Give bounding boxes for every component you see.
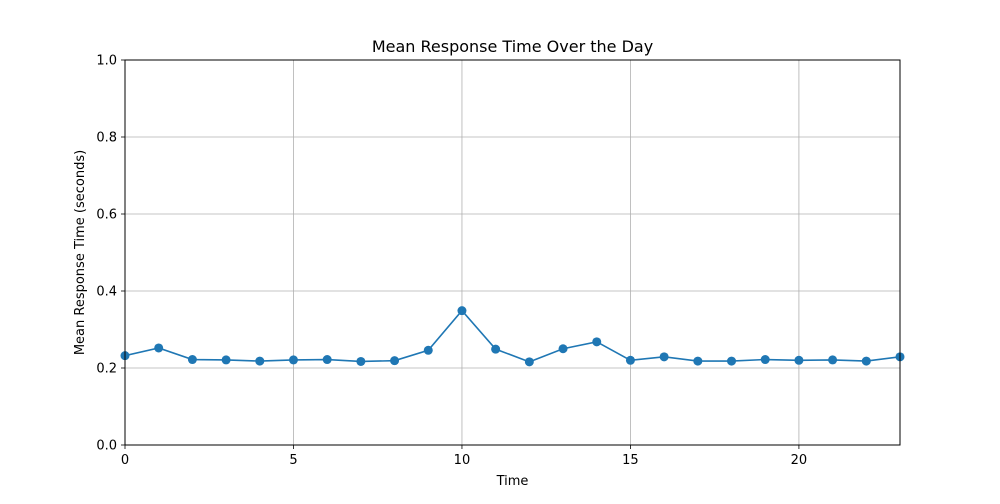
data-point: [288, 355, 298, 365]
data-point: [187, 355, 197, 365]
data-point: [255, 356, 265, 366]
y-axis-label: Mean Response Time (seconds): [73, 150, 88, 355]
chart-title: Mean Response Time Over the Day: [372, 37, 653, 56]
x-tick-label: 10: [454, 453, 471, 468]
data-point: [659, 352, 669, 362]
data-point: [760, 355, 770, 365]
data-point: [423, 345, 433, 355]
x-tick-label: 20: [791, 453, 808, 468]
data-point: [558, 344, 568, 354]
data-point: [828, 355, 838, 365]
series-line: [124, 309, 901, 363]
data-point: [794, 355, 804, 365]
y-tick-label: 0.6: [96, 208, 117, 223]
data-point: [356, 356, 366, 366]
data-point: [457, 306, 467, 316]
data-point: [491, 344, 501, 354]
x-tick-label: 0: [121, 453, 129, 468]
y-tick-label: 0.2: [96, 362, 117, 377]
y-tick-label: 0.4: [96, 285, 117, 300]
data-point: [625, 355, 635, 365]
y-tick-label: 1.0: [96, 54, 117, 69]
x-tick-label: 5: [289, 453, 297, 468]
x-tick-label: 15: [622, 453, 639, 468]
x-axis-label: Time: [496, 474, 529, 489]
data-point: [221, 355, 231, 365]
data-point: [727, 356, 737, 366]
data-point: [592, 337, 602, 347]
series-group: [120, 306, 905, 367]
y-tick-label: 0.8: [96, 131, 117, 146]
data-point: [154, 343, 164, 353]
data-point: [322, 355, 332, 365]
data-point: [861, 356, 871, 366]
plot-frame: [124, 59, 901, 446]
data-point: [693, 356, 703, 366]
data-point: [390, 356, 400, 366]
axis-ticks: 0 5 10 15 20 0.0 0.2 0.4 0.6 0.8 1.0: [96, 54, 807, 469]
data-point: [524, 357, 534, 367]
y-tick-label: 0.0: [96, 439, 117, 454]
